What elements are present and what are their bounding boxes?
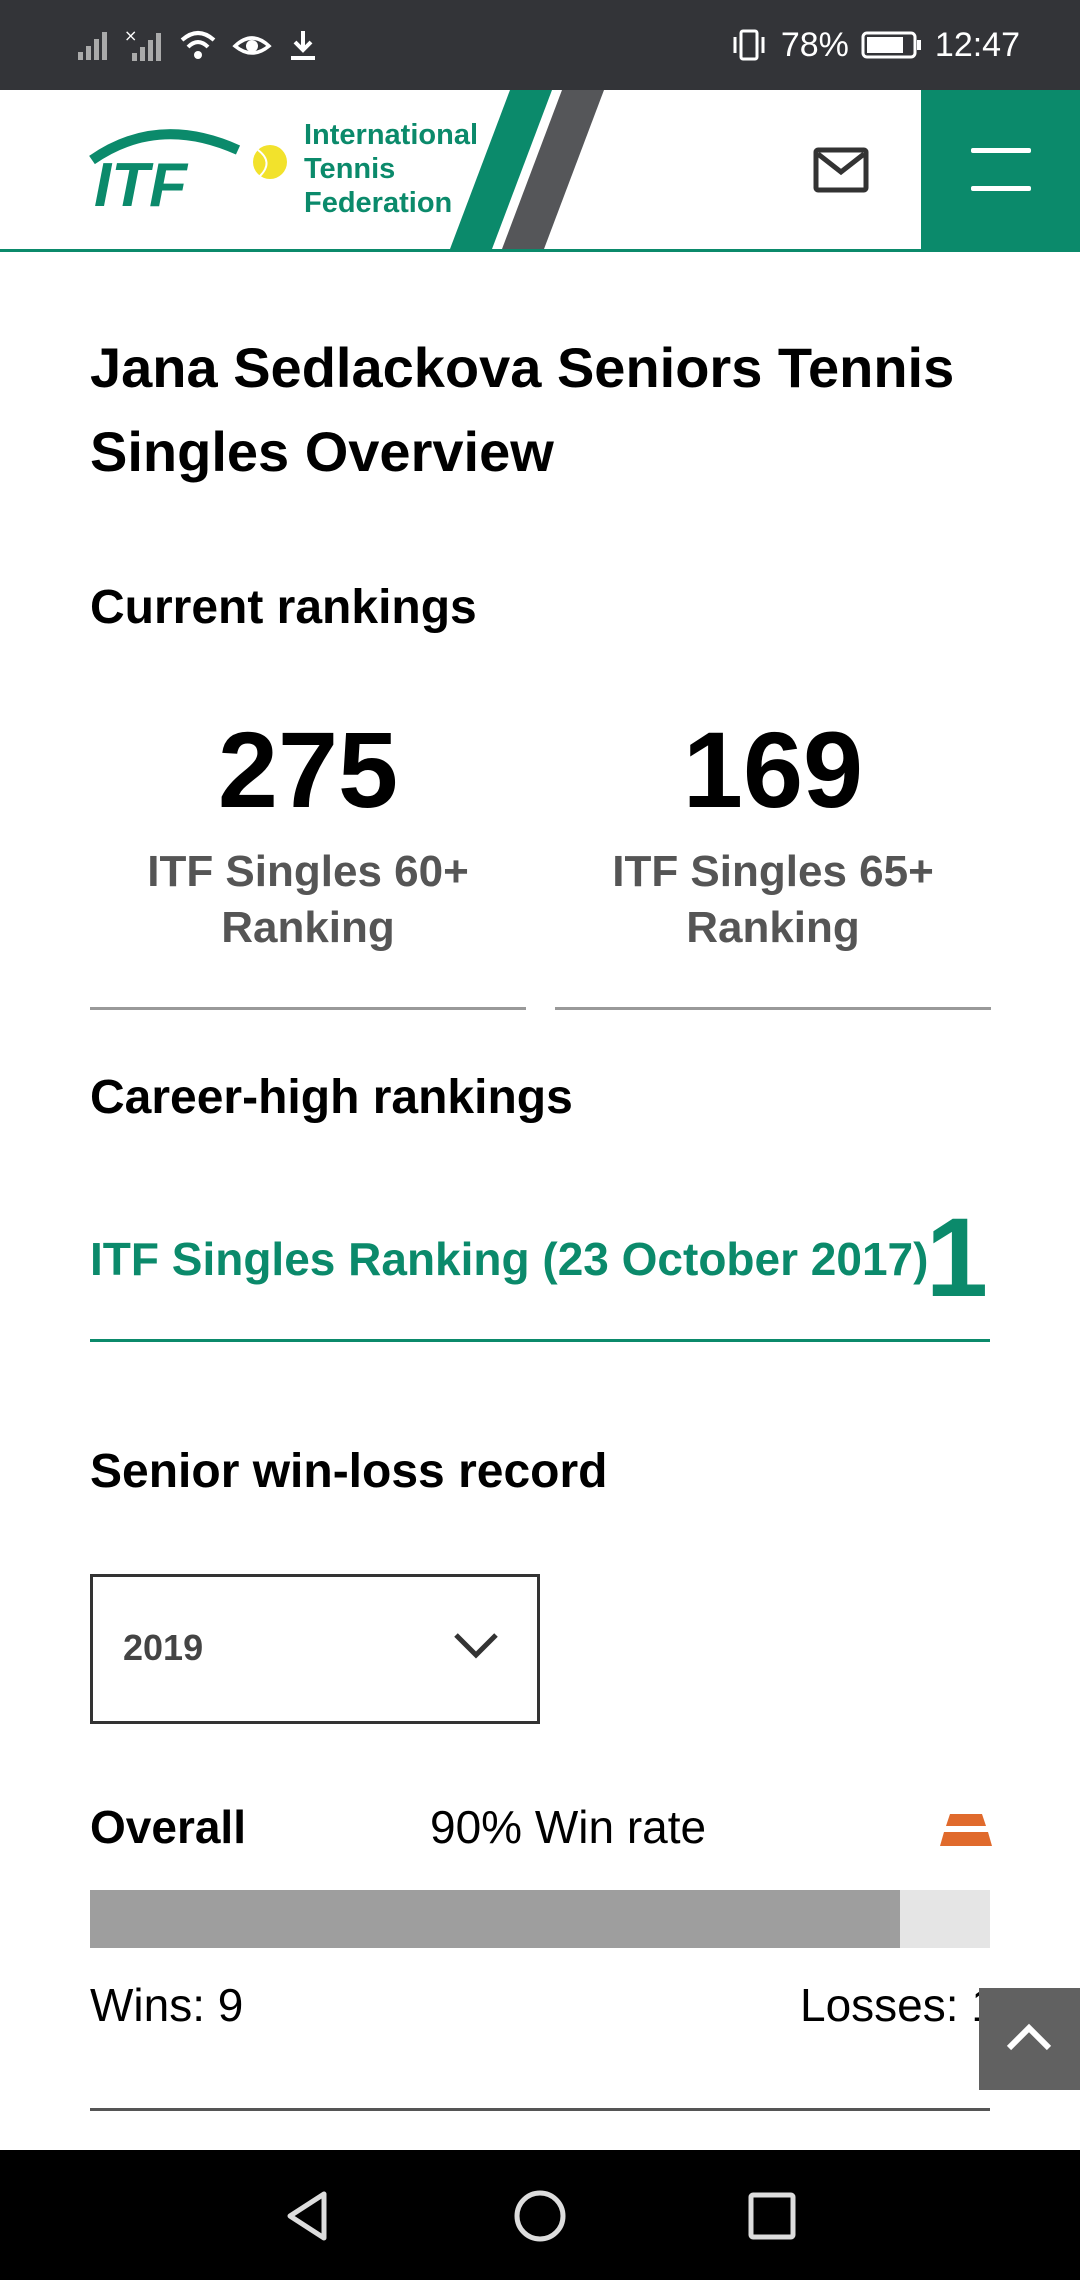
ranking-label: ITF Singles 60+ Ranking bbox=[147, 847, 469, 952]
current-rankings-heading: Current rankings bbox=[90, 581, 477, 634]
clock: 12:47 bbox=[934, 25, 1020, 64]
ranking-card-65plus: 169 ITF Singles 65+ Ranking bbox=[555, 700, 991, 1010]
header-stripes bbox=[450, 90, 610, 249]
mail-button[interactable] bbox=[810, 142, 874, 198]
career-high-label: ITF Singles Ranking (23 October 2017) bbox=[90, 1233, 929, 1285]
chevron-up-icon bbox=[979, 2023, 1080, 2094]
win-rate: 90% Win rate bbox=[430, 1801, 707, 1853]
win-rate-bar-fill bbox=[90, 1890, 900, 1948]
logo-text-line: Tennis bbox=[304, 153, 396, 185]
ranking-card-60plus: 275 ITF Singles 60+ Ranking bbox=[90, 700, 526, 1010]
back-icon[interactable] bbox=[280, 2188, 336, 2249]
losses-count: Losses: 1 bbox=[800, 1979, 997, 2031]
page-title: Jana Sedlackova Seniors Tennis Singles O… bbox=[90, 336, 955, 483]
scroll-to-top-button[interactable] bbox=[979, 1988, 1080, 2090]
year-dropdown[interactable]: 2019 bbox=[90, 1574, 540, 1724]
wifi-icon bbox=[178, 28, 218, 62]
career-high-row: ITF Singles Ranking (23 October 2017) 1 bbox=[90, 1195, 990, 1342]
divider bbox=[90, 2108, 990, 2111]
vibrate-icon bbox=[729, 27, 769, 63]
chevron-down-icon bbox=[451, 1625, 501, 1670]
status-icons-right: 78% 12:47 bbox=[729, 24, 1020, 66]
battery-percent: 78% bbox=[780, 25, 849, 64]
win-loss-heading: Senior win-loss record bbox=[90, 1445, 608, 1498]
download-icon bbox=[286, 28, 320, 62]
signal-icon bbox=[76, 28, 110, 62]
logo-text-line: Federation bbox=[304, 187, 453, 219]
logo-mark: ITF bbox=[94, 151, 189, 220]
menu-icon bbox=[971, 186, 1031, 191]
system-nav-bar bbox=[0, 2150, 1080, 2280]
clay-court-icon bbox=[940, 1812, 992, 1853]
logo-text-line: International bbox=[304, 119, 479, 151]
year-selected: 2019 bbox=[123, 1627, 204, 1668]
status-bar: × 78% 12:47 bbox=[0, 0, 1080, 90]
mail-icon bbox=[810, 147, 874, 202]
battery-icon bbox=[861, 30, 923, 60]
recents-icon[interactable] bbox=[744, 2188, 800, 2249]
eye-icon bbox=[232, 28, 272, 62]
site-header: ITF International Tennis Federation bbox=[0, 90, 1080, 252]
overall-label: Overall bbox=[90, 1801, 246, 1853]
ranking-value: 169 bbox=[682, 709, 864, 830]
status-icons-left: × bbox=[76, 24, 320, 66]
ranking-value: 275 bbox=[217, 709, 399, 830]
ranking-label: ITF Singles 65+ Ranking bbox=[612, 847, 934, 952]
career-high-value: 1 bbox=[925, 1195, 988, 1320]
menu-button[interactable] bbox=[921, 90, 1080, 249]
logo-text: International Tennis Federation bbox=[304, 118, 478, 220]
menu-icon bbox=[971, 148, 1031, 153]
career-high-heading: Career-high rankings bbox=[90, 1071, 573, 1124]
itf-logo[interactable]: ITF bbox=[88, 120, 288, 220]
signal-icon: × bbox=[124, 27, 164, 63]
svg-text:×: × bbox=[124, 27, 137, 45]
wins-count: Wins: 9 bbox=[90, 1979, 244, 2031]
win-rate-bar bbox=[90, 1890, 990, 1948]
home-icon[interactable] bbox=[512, 2188, 568, 2249]
